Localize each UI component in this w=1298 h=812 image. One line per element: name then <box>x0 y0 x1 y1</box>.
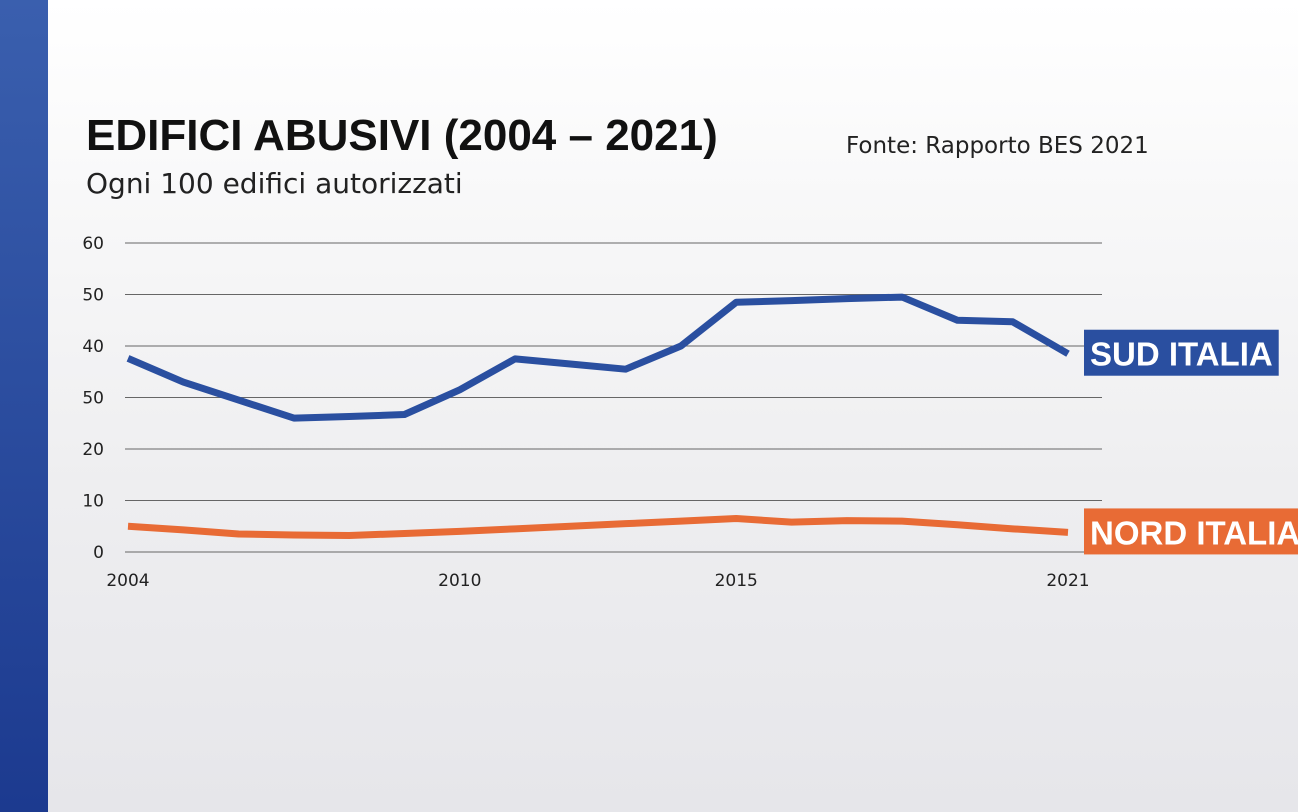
series-label: NORD ITALIA <box>1084 508 1298 555</box>
chart-title: EDIFICI ABUSIVI (2004 – 2021) <box>86 111 718 160</box>
y-tick-label: 10 <box>82 492 104 512</box>
y-tick-label: 40 <box>82 337 104 357</box>
y-tick-label: 50 <box>82 389 104 409</box>
series-label-text: SUD ITALIA <box>1090 336 1273 373</box>
series-label: SUD ITALIA <box>1084 329 1279 376</box>
series-label-text: NORD ITALIA <box>1090 514 1298 551</box>
x-tick-label: 2004 <box>106 571 149 591</box>
y-tick-label: 0 <box>93 543 104 563</box>
series-line <box>126 293 1070 422</box>
y-tick-label: 20 <box>82 440 104 460</box>
side-strip <box>0 0 48 812</box>
series-label-box <box>1084 329 1279 376</box>
series-line <box>127 515 1069 540</box>
x-tick-label: 2010 <box>438 571 481 591</box>
y-tick-label: 60 <box>82 234 104 254</box>
x-tick-label: 2021 <box>1046 571 1089 591</box>
y-tick-label: 50 <box>82 286 104 306</box>
series-label-box <box>1084 508 1298 555</box>
x-tick-label: 2015 <box>715 571 758 591</box>
chart-subtitle: Ogni 100 edifici autorizzati <box>86 167 463 200</box>
source: Fonte: Rapporto BES 2021 <box>846 133 1149 159</box>
